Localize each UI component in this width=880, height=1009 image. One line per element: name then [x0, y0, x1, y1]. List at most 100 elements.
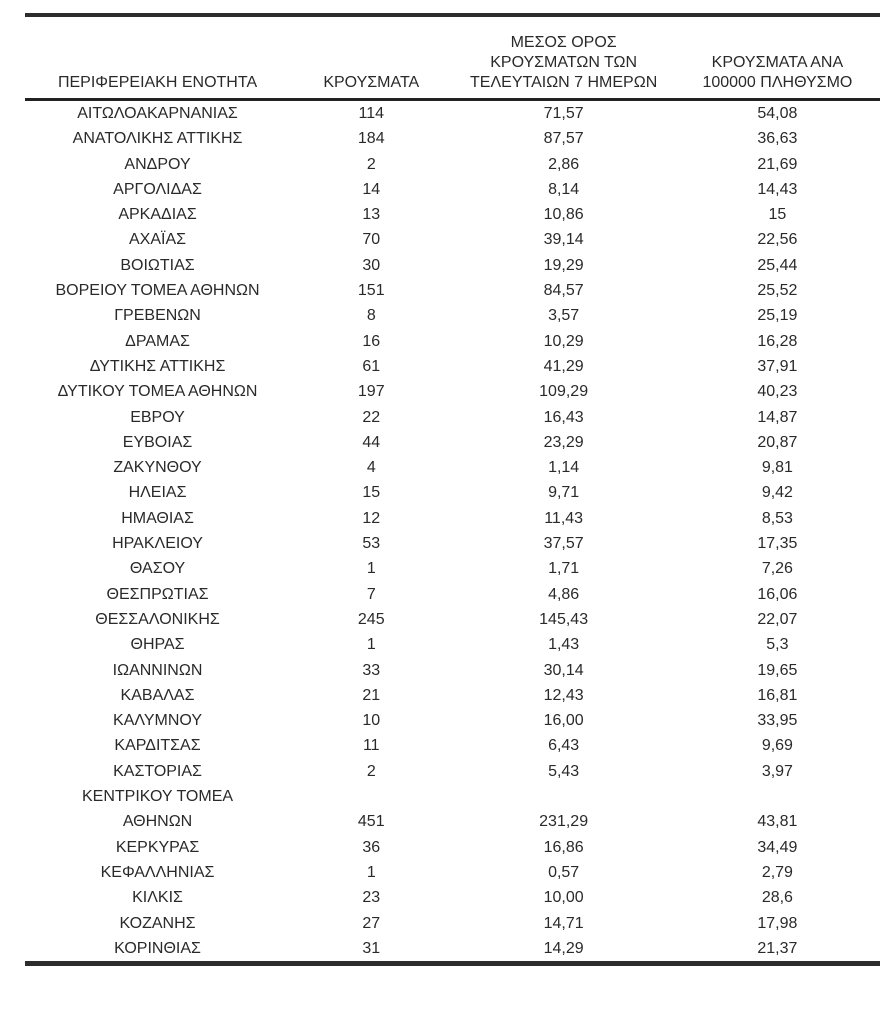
cases-cell: 197 [357, 383, 385, 401]
table-row: ΚΑΒΑΛΑΣ 21 12,43 16,81 [25, 683, 880, 708]
region-cell: ΓΡΕΒΕΝΩΝ [114, 307, 201, 325]
table-row: ΕΥΒΟΙΑΣ 44 23,29 20,87 [25, 430, 880, 455]
cases-per-100k-cell: 5,3 [766, 636, 789, 654]
table-row: ΘΕΣΣΑΛΟΝΙΚΗΣ 245 145,43 22,07 [25, 607, 880, 632]
region-cell: ΗΜΑΘΙΑΣ [121, 509, 194, 527]
cases-per-100k-cell: 7,26 [761, 560, 793, 578]
region-cell: ΚΑΡΔΙΤΣΑΣ [114, 737, 201, 755]
cases-per-100k-cell: 34,49 [757, 838, 798, 856]
region-cell: ΙΩΑΝΝΙΝΩΝ [112, 661, 203, 679]
cases-cell: 151 [357, 282, 385, 300]
cases-per-100k-cell: 33,95 [757, 712, 798, 730]
table-header: ΠΕΡΙΦΕΡΕΙΑΚΗ ΕΝΟΤΗΤΑ ΚΡΟΥΣΜΑΤΑ ΜΕΣΟΣ ΟΡΟ… [25, 15, 880, 101]
avg-7day-cases-cell: 19,29 [543, 256, 584, 274]
cases-per-100k-cell: 15 [768, 206, 787, 224]
avg-7day-cases-cell: 30,14 [543, 661, 584, 679]
cases-cell: 4 [366, 459, 376, 477]
avg-7day-cases-cell: 39,14 [543, 231, 584, 249]
cases-per-100k-cell: 16,28 [757, 332, 798, 350]
region-cell: ΒΟΙΩΤΙΑΣ [120, 256, 195, 274]
region-cell: ΚΟΡΙΝΘΙΑΣ [114, 939, 201, 957]
cases-cell: 14 [362, 180, 381, 198]
cases-cell: 27 [362, 914, 381, 932]
cases-cell: 16 [362, 332, 381, 350]
cases-cell: 33 [362, 661, 381, 679]
region-cell: ΑΙΤΩΛΟΑΚΑΡΝΑΝΙΑΣ [77, 105, 238, 122]
cases-cell: 36 [362, 838, 381, 856]
cases-cell: 451 [357, 813, 385, 831]
cases-cell: 22 [362, 408, 381, 426]
table-row: ΚΟΡΙΝΘΙΑΣ 31 14,29 21,37 [25, 936, 880, 964]
cases-cell: 245 [357, 610, 385, 628]
cases-per-100k-cell: 14,43 [757, 180, 798, 198]
table-row: ΒΟΡΕΙΟΥ ΤΟΜΕΑ ΑΘΗΝΩΝ 151 84,57 25,52 [25, 278, 880, 303]
cases-per-100k-cell: 22,56 [757, 231, 798, 249]
cases-cell: 184 [357, 130, 385, 148]
region-cell: ΘΑΣΟΥ [129, 560, 186, 578]
region-cell: ΔΥΤΙΚΟΥ ΤΟΜΕΑ ΑΘΗΝΩΝ [57, 383, 258, 401]
table-row: ΗΛΕΙΑΣ 15 9,71 9,42 [25, 480, 880, 505]
cases-cell: 21 [362, 686, 381, 704]
cases-cell: 13 [362, 206, 381, 224]
cases-cell: 23 [362, 889, 381, 907]
table-row: ΕΒΡΟΥ 22 16,43 14,87 [25, 405, 880, 430]
region-cell: ΑΝΑΤΟΛΙΚΗΣ ΑΤΤΙΚΗΣ [72, 130, 243, 148]
cases-per-100k-cell: 54,08 [757, 105, 798, 122]
region-cell: ΔΥΤΙΚΗΣ ΑΤΤΙΚΗΣ [89, 357, 226, 375]
table-body: ΑΙΤΩΛΟΑΚΑΡΝΑΝΙΑΣ 114 71,57 54,08 ΑΝΑΤΟΛΙΚΗΣ … [25, 100, 880, 964]
table-row: ΓΡΕΒΕΝΩΝ 8 3,57 25,19 [25, 303, 880, 328]
cases-per-100k-cell: 14,87 [757, 408, 798, 426]
region-cell: ΘΗΡΑΣ [130, 636, 185, 654]
avg-7day-cases-cell: 109,29 [539, 383, 589, 401]
cases-per-100k-cell: 22,07 [757, 610, 798, 628]
region-cell: ΚΕΡΚΥΡΑΣ [115, 838, 200, 856]
cases-per-100k-cell: 19,65 [757, 661, 798, 679]
region-cell: ΘΕΣΠΡΩΤΙΑΣ [106, 585, 209, 603]
cases-per-100k-cell: 40,23 [757, 383, 798, 401]
cases-per-100k-cell: 43,81 [757, 813, 798, 831]
avg-7day-cases-cell: 12,43 [543, 686, 584, 704]
table-row: ΑΝΑΤΟΛΙΚΗΣ ΑΤΤΙΚΗΣ 184 87,57 36,63 [25, 126, 880, 151]
table-row: ΚΟΖΑΝΗΣ 27 14,71 17,98 [25, 911, 880, 936]
table-row: ΔΥΤΙΚΗΣ ΑΤΤΙΚΗΣ 61 41,29 37,91 [25, 354, 880, 379]
table-row: ΘΗΡΑΣ 1 1,43 5,3 [25, 632, 880, 657]
table-row: ΙΩΑΝΝΙΝΩΝ 33 30,14 19,65 [25, 658, 880, 683]
region-cell: ΚΑΣΤΟΡΙΑΣ [113, 762, 202, 780]
cases-per-100k-cell: 25,19 [757, 307, 798, 325]
cases-cell: 44 [362, 433, 381, 451]
avg-7day-cases-cell: 2,86 [548, 155, 580, 173]
avg-7day-cases-cell: 1,43 [548, 636, 580, 654]
cases-per-100k-cell: 36,63 [757, 130, 798, 148]
cases-cell: 11 [362, 737, 380, 755]
column-header-cases: ΚΡΟΥΣΜΑΤΑ [290, 15, 453, 101]
cases-per-100k-cell: 2,79 [761, 863, 793, 881]
header-row: ΠΕΡΙΦΕΡΕΙΑΚΗ ΕΝΟΤΗΤΑ ΚΡΟΥΣΜΑΤΑ ΜΕΣΟΣ ΟΡΟ… [25, 15, 880, 101]
region-cell: ΚΑΛΥΜΝΟΥ [113, 712, 203, 730]
avg-7day-cases-cell: 10,00 [543, 889, 584, 907]
avg-7day-cases-cell: 37,57 [543, 535, 584, 553]
avg-7day-cases-cell: 14,71 [543, 914, 584, 932]
avg-7day-cases-cell: 11,43 [544, 509, 584, 527]
table-row: ΗΜΑΘΙΑΣ 12 11,43 8,53 [25, 506, 880, 531]
table-row: ΔΥΤΙΚΟΥ ΤΟΜΕΑ ΑΘΗΝΩΝ 197 109,29 40,23 [25, 379, 880, 404]
region-cell: ΕΒΡΟΥ [130, 408, 185, 426]
table-row: ΔΡΑΜΑΣ 16 10,29 16,28 [25, 329, 880, 354]
avg-7day-cases-cell: 5,43 [548, 762, 580, 780]
avg-7day-cases-cell: 3,57 [548, 307, 580, 325]
table-row: ΘΕΣΠΡΩΤΙΑΣ 7 4,86 16,06 [25, 582, 880, 607]
region-cell: ΚΙΛΚΙΣ [132, 889, 183, 907]
cases-cell: 53 [362, 535, 381, 553]
cases-per-100k-cell: 21,37 [757, 939, 798, 957]
table-row: ΘΑΣΟΥ 1 1,71 7,26 [25, 556, 880, 581]
cases-cell: 1 [366, 636, 376, 654]
region-cell: ΖΑΚΥΝΘΟΥ [113, 459, 202, 477]
cases-cell: 1 [366, 863, 376, 881]
table-row: ΚΑΛΥΜΝΟΥ 10 16,00 33,95 [25, 708, 880, 733]
region-cell: ΑΡΓΟΛΙΔΑΣ [113, 180, 202, 198]
avg-7day-cases-cell: 0,57 [548, 863, 580, 881]
avg-7day-cases-cell: 1,14 [548, 459, 580, 477]
table-row: ΑΡΚΑΔΙΑΣ 13 10,86 15 [25, 202, 880, 227]
region-cell: ΑΡΚΑΔΙΑΣ [118, 206, 197, 224]
cases-per-100k-cell: 9,81 [761, 459, 793, 477]
cases-cell: 10 [362, 712, 381, 730]
